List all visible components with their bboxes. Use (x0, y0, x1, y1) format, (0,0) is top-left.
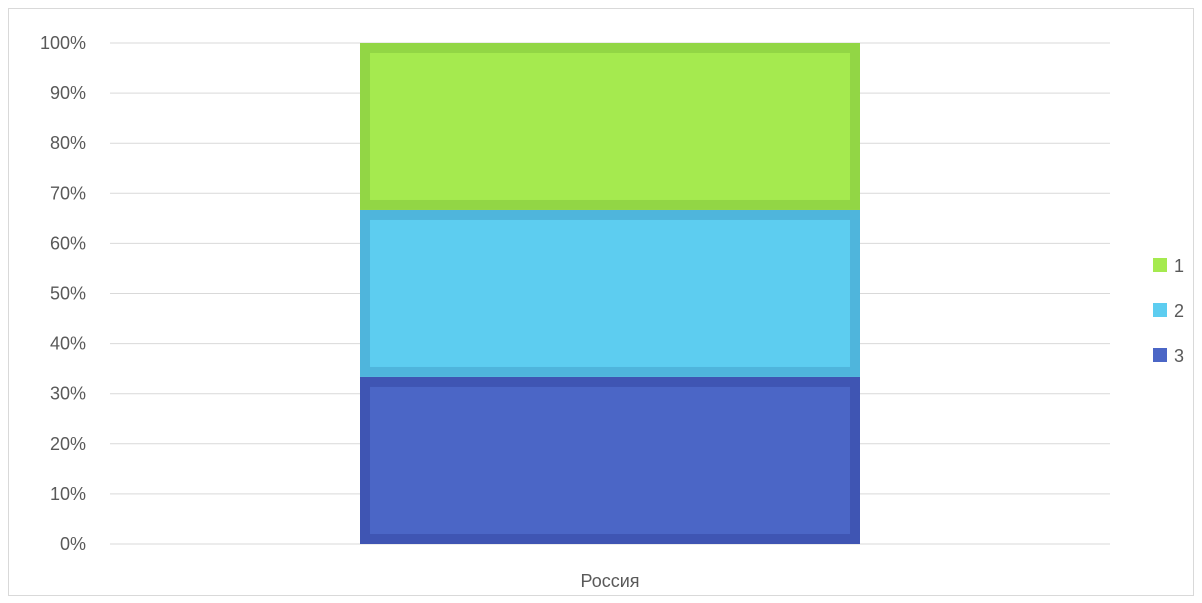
legend-label: 3 (1174, 346, 1184, 366)
y-tick-label: 50% (50, 284, 86, 304)
legend-label: 2 (1174, 301, 1184, 321)
x-axis-categories: Россия (580, 571, 639, 591)
y-tick-label: 0% (60, 534, 86, 554)
y-tick-label: 100% (40, 33, 86, 53)
legend-swatch (1153, 258, 1167, 272)
bars (360, 43, 860, 545)
bar-segment-series-2 (360, 209, 860, 377)
bar-segment-series-1 (360, 43, 860, 210)
legend-label: 1 (1174, 256, 1184, 276)
y-tick-label: 40% (50, 334, 86, 354)
x-category-label: Россия (580, 571, 639, 591)
y-tick-label: 70% (50, 183, 86, 203)
legend-swatch (1153, 348, 1167, 362)
y-tick-label: 80% (50, 133, 86, 153)
y-axis-ticks: 0% 10% 20% 30% 40% 50% 60% 70% 80% 90% 100% (40, 33, 86, 554)
y-tick-label: 10% (50, 484, 86, 504)
y-tick-label: 20% (50, 434, 86, 454)
legend: 1 2 3 (1153, 256, 1184, 366)
bar-segment-series-3 (360, 376, 860, 545)
y-tick-label: 60% (50, 233, 86, 253)
legend-swatch (1153, 303, 1167, 317)
y-tick-label: 90% (50, 83, 86, 103)
y-tick-label: 30% (50, 384, 86, 404)
